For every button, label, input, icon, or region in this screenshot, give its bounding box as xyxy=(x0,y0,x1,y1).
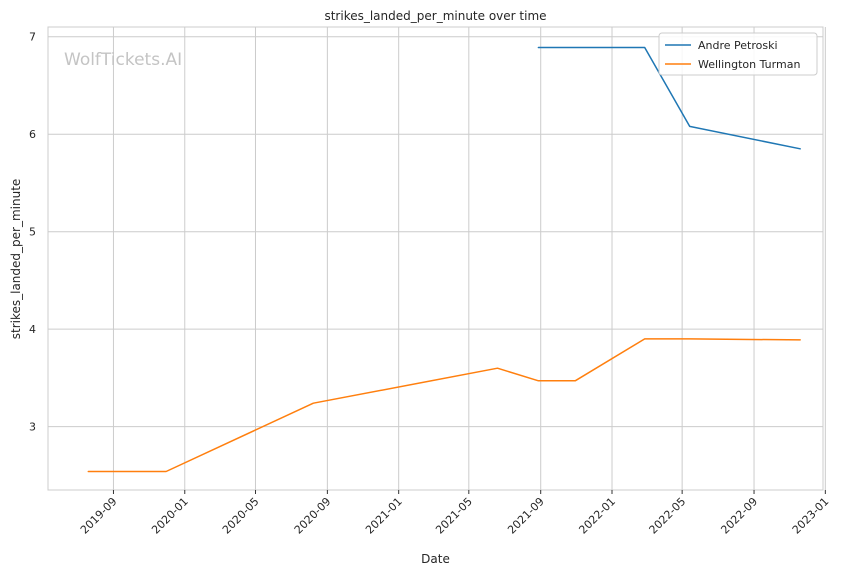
x-tick-label: 2021-01 xyxy=(363,495,405,537)
y-tick-label: 6 xyxy=(29,128,36,141)
y-tick-label: 7 xyxy=(29,31,36,44)
x-tick-label: 2020-09 xyxy=(292,495,334,537)
x-tick-label: 2021-05 xyxy=(433,495,475,537)
grid-lines xyxy=(48,27,826,490)
legend: Andre Petroski Wellington Turman xyxy=(658,32,818,76)
x-tick-label: 2023-01 xyxy=(790,495,832,537)
x-tick-label: 2020-05 xyxy=(220,495,262,537)
legend-label-wellington-turman: Wellington Turman xyxy=(698,58,800,71)
series-line-andre-petroski xyxy=(537,46,801,150)
y-tick-label: 4 xyxy=(29,323,36,336)
y-tick-label: 3 xyxy=(29,421,36,434)
watermark-text: WolfTickets.AI xyxy=(64,50,182,70)
x-tick-label: 2019-09 xyxy=(78,495,120,537)
chart-title: strikes_landed_per_minute over time xyxy=(324,9,546,23)
x-tick-label: 2020-01 xyxy=(149,495,191,537)
legend-label-andre-petroski: Andre Petroski xyxy=(698,39,778,52)
series-lines xyxy=(87,46,801,473)
y-axis-label: strikes_landed_per_minute xyxy=(9,179,23,340)
plot-background xyxy=(47,26,824,491)
y-tick-label: 5 xyxy=(29,226,36,239)
x-tick-label: 2021-09 xyxy=(505,495,547,537)
x-axis-label: Date xyxy=(421,552,450,566)
y-tick-labels: 3 4 5 6 7 xyxy=(29,31,36,434)
x-tick-label: 2022-01 xyxy=(576,495,618,537)
x-tick-label: 2022-09 xyxy=(718,495,760,537)
legend-box xyxy=(658,32,818,76)
x-tick-labels: 2019-09 2020-01 2020-05 2020-09 2021-01 2021-… xyxy=(78,490,832,537)
series-line-wellington-turman xyxy=(87,338,801,473)
x-tick-label: 2022-05 xyxy=(647,495,689,537)
